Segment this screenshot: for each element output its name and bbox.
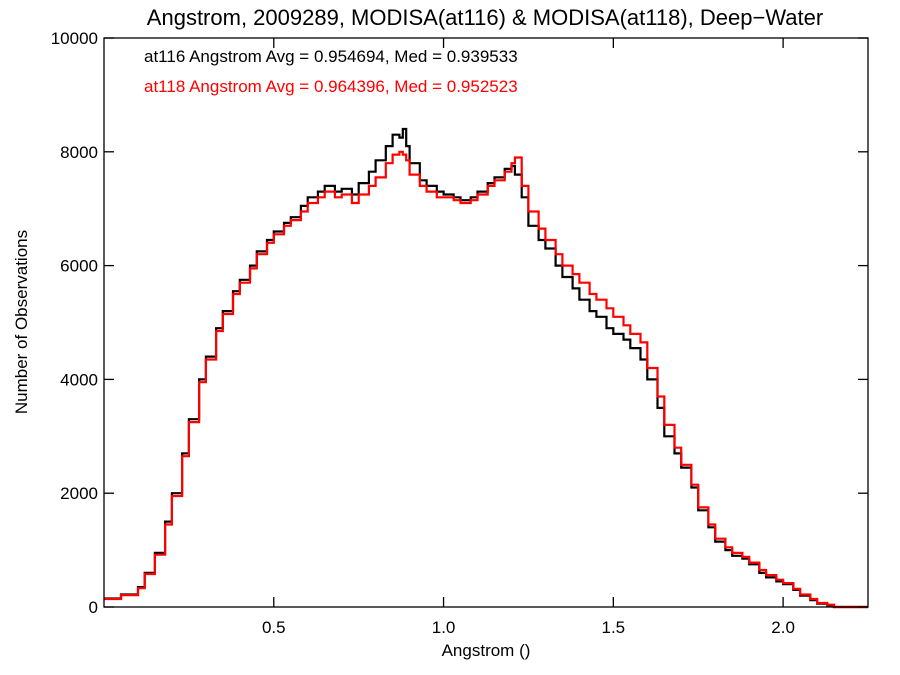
series-line-2 [104,150,868,609]
series-layer [104,127,868,609]
legend-entry-at116: at116 Angstrom Avg = 0.954694, Med = 0.9… [144,47,518,66]
y-axis-label: Number of Observations [12,230,31,414]
y-tick-label: 0 [89,598,98,617]
x-tick-label: 1.5 [602,618,626,637]
x-tick-label: 0.5 [262,618,286,637]
y-tick-label: 4000 [60,370,98,389]
y-tick-label: 6000 [60,257,98,276]
y-axis: 0 2000 4000 6000 8000 10000 [51,29,868,617]
chart-title: Angstrom, 2009289, MODISA(at116) & MODIS… [147,5,823,30]
x-tick-label: 1.0 [432,618,456,637]
x-axis: 0.5 1.0 1.5 2.0 [262,38,795,637]
plot-frame [103,37,869,608]
y-tick-label: 10000 [51,29,98,48]
x-axis-label: Angstrom () [442,641,531,660]
y-tick-label: 2000 [60,484,98,503]
legend-entry-at118: at118 Angstrom Avg = 0.964396, Med = 0.9… [144,77,518,96]
x-tick-label: 2.0 [771,618,795,637]
y-tick-label: 8000 [60,143,98,162]
